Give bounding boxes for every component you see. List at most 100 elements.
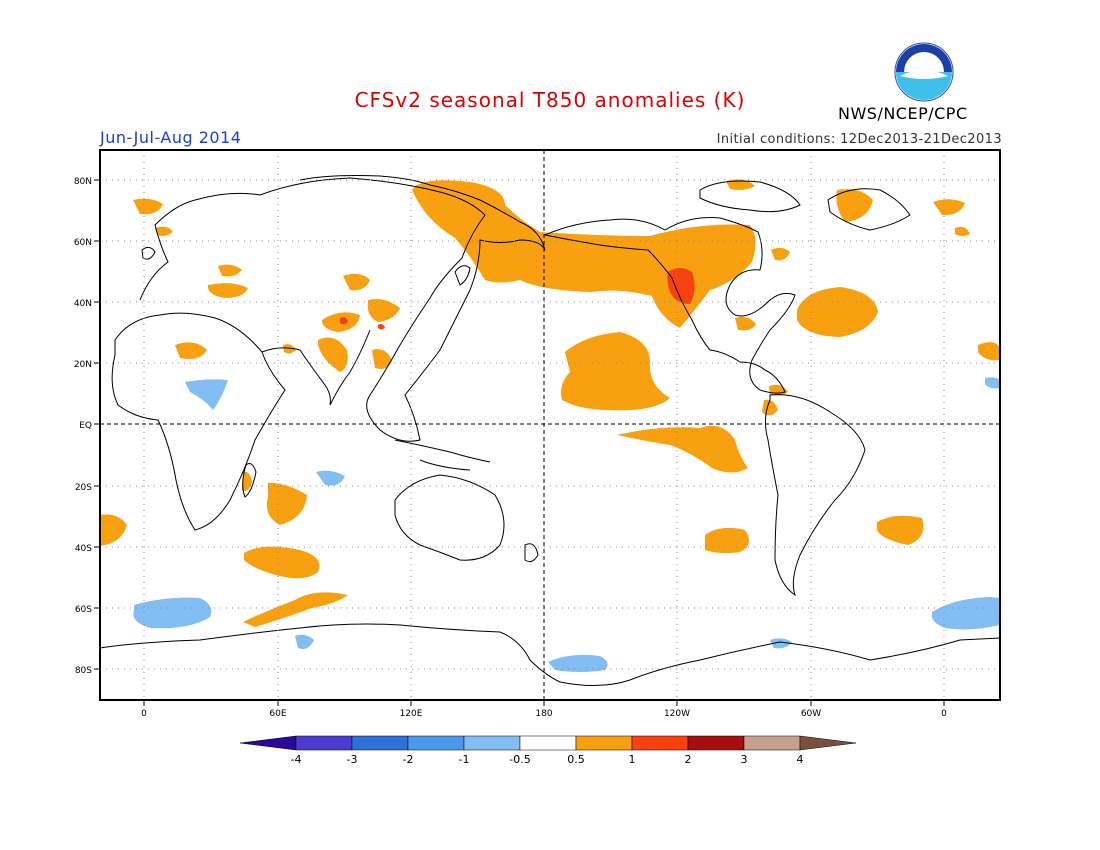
coastline-antarctica [100,623,1000,687]
season-label: Jun-Jul-Aug 2014 [100,128,242,147]
colorbar-segment [575,735,633,751]
coastline-greenland [827,188,911,231]
colorbar-segment [351,735,409,751]
warm-anomaly-region [617,425,748,473]
warm-anomaly-region [705,527,749,554]
warm-anomaly-region [797,287,878,337]
colorbar-label: 0.5 [567,753,585,766]
colorbar-label: -3 [347,753,358,766]
warm-anomaly-region [372,349,392,369]
map-title: CFSv2 seasonal T850 anomalies (K) [354,88,746,112]
colorbar-labels: -4 -3 -2 -1 -0.5 0.5 1 2 3 4 [291,753,804,766]
colorbar-arrow-low [239,735,297,751]
coastlines [100,175,1000,687]
colorbar-segment [463,735,521,751]
agency-label: NWS/NCEP/CPC [838,104,968,123]
cool-anomaly-region [185,379,228,410]
cool-anomaly-region [295,634,314,649]
warm-anomaly-region [771,247,790,261]
warm-anomaly-region [955,226,970,236]
colorbar-segment [743,735,801,751]
graticule [100,150,1000,700]
colorbar-label: -0.5 [509,753,530,766]
coastline-australia [394,474,505,561]
lat-label: 80S [75,666,92,676]
cool-anomaly-region [548,654,608,672]
colorbar-label: 2 [685,753,692,766]
warm-anomaly-region [133,198,163,215]
colorbar-label: 3 [741,753,748,766]
coastline-indonesia [394,439,491,471]
lat-label: 60N [74,238,92,248]
warm-anomaly-region [243,592,348,627]
warm-anomaly-region [208,283,248,298]
cool-anomaly-region [316,470,345,486]
lat-label: 20S [75,483,92,493]
lat-label: EQ [79,421,92,431]
colorbar-segment [295,735,353,751]
colorbar-segment [407,735,465,751]
lat-label: 60S [75,605,92,615]
coastline-eurasia [139,175,546,442]
map-frame [99,149,1001,701]
strong-warm-anomaly-region [667,268,695,304]
colorbar-label: 4 [797,753,804,766]
coastline-south-america [764,394,866,597]
lat-ticks [94,179,100,670]
coastline-arctic-islands [699,180,801,213]
strong-warm-anomaly-region [340,317,348,325]
colorbar-segments [239,735,857,751]
cool-anomaly-region [985,377,1000,389]
warm-anomaly-region [877,515,924,545]
lon-label: 0 [141,709,147,719]
coastline-japan [454,265,471,286]
noaa-logo: NOAA [894,42,954,102]
coastline-new-zealand [524,543,539,563]
lat-label: 20N [74,360,92,370]
colorbar-label: -2 [403,753,414,766]
init-conditions-label: Initial conditions: 12Dec2013-21Dec2013 [716,132,1002,147]
warm-anomaly-region [218,264,242,277]
lon-ticks [143,700,945,706]
lon-label: 0 [941,709,947,719]
colorbar-arrow-high [799,735,857,751]
colorbar-segment [519,735,577,751]
lat-label: 40N [74,299,92,309]
warm-anomaly-region [367,299,400,322]
warm-anomaly-region [155,226,173,236]
lat-label: 80N [74,177,92,187]
anomaly-shading [100,179,1000,672]
coastline-north-america [543,217,796,394]
logo-text: NOAA [910,59,939,69]
warm-anomaly-region [175,342,207,359]
warm-anomaly-region [836,189,873,222]
warm-anomaly-region [933,199,965,216]
cool-anomaly-region [133,597,212,629]
lon-label: 60E [269,709,286,719]
warm-anomaly-region [561,332,670,411]
lon-label: 120W [664,709,690,719]
lat-label: 40S [75,544,92,554]
cool-anomaly-region [931,597,1000,630]
lon-label: 60W [801,709,821,719]
warm-anomaly-region [726,179,755,190]
colorbar-label: -4 [291,753,302,766]
coastline-madagascar [242,463,257,498]
lon-label: 180 [535,709,552,719]
warm-anomaly-region [266,482,307,525]
warm-anomaly-region [100,514,127,546]
warm-anomaly-region [244,546,320,579]
warm-anomaly-region [735,316,756,331]
strong-warm-anomaly-region [378,324,385,330]
colorbar-segment [631,735,689,751]
warm-anomaly-region [978,342,1000,361]
colorbar-label: 1 [629,753,636,766]
warm-anomaly-region [343,273,370,291]
cool-anomaly-region [770,638,792,649]
coastline-uk [141,246,156,260]
colorbar-label: -1 [459,753,470,766]
colorbar-segment [687,735,745,751]
coastline-africa [111,312,286,531]
